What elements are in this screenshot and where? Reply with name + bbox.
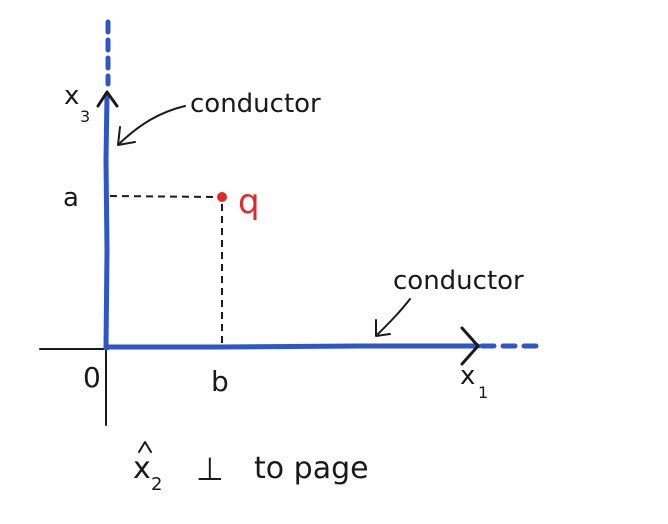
x1-arrowhead — [460, 326, 480, 366]
conductor-top-pointer — [119, 105, 186, 144]
caption-hat — [138, 441, 152, 453]
conductor-right-label: conductor — [393, 266, 524, 296]
x3-axis-label: x — [64, 81, 79, 111]
horizontal-conductor — [103, 343, 481, 350]
conductor-top-pointer-head — [117, 126, 136, 146]
a-guide-dashed — [109, 195, 217, 198]
caption-perp: ⊥ — [196, 450, 224, 488]
charge-point — [217, 192, 227, 202]
charge-label: q — [238, 182, 260, 222]
conductor-right-pointer-head — [375, 319, 391, 337]
caption-subscript: 2 — [151, 474, 162, 495]
x3-axis-subscript: 3 — [80, 107, 90, 126]
x1-axis-subscript: 1 — [478, 383, 488, 402]
caption-rest: to page — [254, 451, 369, 486]
vertical-conductor — [103, 92, 110, 351]
x3-arrowhead — [96, 90, 119, 108]
x1-axis-label: x — [460, 361, 475, 391]
conductor-right-pointer — [377, 298, 411, 335]
origin-label: 0 — [83, 361, 101, 394]
b-label: b — [211, 365, 229, 398]
caption-symbol: x — [133, 451, 151, 486]
conductor-top-label: conductor — [190, 89, 321, 119]
a-label: a — [63, 183, 79, 213]
